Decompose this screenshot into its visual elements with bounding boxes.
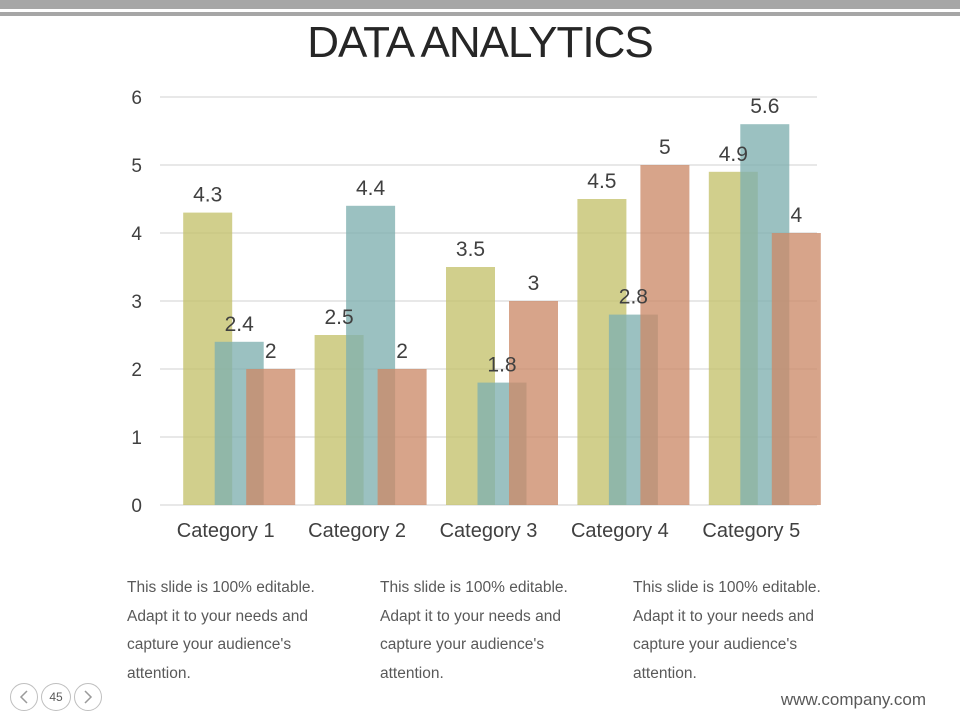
note-line: attention. bbox=[127, 664, 191, 682]
data-label: 2 bbox=[396, 340, 408, 363]
bar-series-3 bbox=[377, 369, 427, 505]
bar-series-3 bbox=[640, 165, 690, 505]
x-tick-label: Category 2 bbox=[308, 520, 406, 542]
note-line: Adapt it to your needs and bbox=[380, 607, 561, 625]
data-label: 4.4 bbox=[356, 177, 386, 200]
x-tick-label: Category 4 bbox=[571, 520, 669, 542]
data-label: 3 bbox=[528, 272, 540, 295]
note-1: This slide is 100% editable. Adapt it to… bbox=[127, 574, 357, 688]
note-line: This slide is 100% editable. bbox=[380, 579, 568, 596]
page-number: 45 bbox=[41, 683, 71, 711]
data-label: 2 bbox=[265, 340, 277, 363]
next-slide-button[interactable] bbox=[74, 683, 102, 711]
data-label: 5 bbox=[659, 136, 671, 159]
chevron-left-icon bbox=[19, 690, 28, 704]
chevron-right-icon bbox=[84, 690, 93, 704]
y-tick-label: 0 bbox=[131, 496, 142, 517]
data-label: 1.8 bbox=[487, 354, 516, 377]
y-tick-label: 1 bbox=[131, 428, 142, 449]
y-tick-label: 2 bbox=[131, 360, 142, 381]
note-line: Adapt it to your needs and bbox=[633, 607, 814, 625]
note-line: Adapt it to your needs and bbox=[127, 607, 308, 625]
data-label: 2.4 bbox=[225, 313, 255, 336]
data-label: 4.9 bbox=[719, 143, 748, 166]
footer-url: www.company.com bbox=[780, 690, 926, 709]
top-decor-bar bbox=[0, 0, 960, 9]
data-label: 4.3 bbox=[193, 184, 222, 207]
y-tick-label: 6 bbox=[131, 88, 142, 109]
note-line: capture your audience's bbox=[633, 636, 798, 653]
note-line: capture your audience's bbox=[127, 636, 292, 653]
note-line: capture your audience's bbox=[380, 636, 545, 653]
data-label: 2.8 bbox=[619, 286, 648, 309]
top-decor-line bbox=[0, 12, 960, 16]
x-tick-label: Category 5 bbox=[702, 520, 800, 542]
slide-title: DATA ANALYTICS bbox=[307, 18, 653, 67]
note-3: This slide is 100% editable. Adapt it to… bbox=[633, 574, 863, 688]
note-line: attention. bbox=[633, 664, 697, 682]
bar-series-3 bbox=[509, 301, 558, 505]
y-tick-label: 5 bbox=[131, 156, 142, 177]
note-2: This slide is 100% editable. Adapt it to… bbox=[380, 574, 610, 688]
data-label: 3.5 bbox=[456, 238, 485, 261]
note-line: This slide is 100% editable. bbox=[127, 579, 315, 596]
y-tick-label: 3 bbox=[131, 292, 142, 313]
x-tick-label: Category 3 bbox=[440, 520, 538, 542]
note-line: attention. bbox=[380, 664, 444, 682]
prev-slide-button[interactable] bbox=[10, 683, 38, 711]
x-tick-label: Category 1 bbox=[177, 520, 275, 542]
data-label: 4 bbox=[790, 204, 802, 227]
y-tick-label: 4 bbox=[131, 224, 142, 245]
bar-chart: 0 1 2 3 4 5 6 4.3 2.5 3.5 4.5 4.9 2.4 4.4 1.8 2.8 5.6 2 2 3… bbox=[131, 88, 821, 542]
data-label: 5.6 bbox=[750, 95, 779, 118]
bar-series-3 bbox=[246, 369, 296, 505]
data-label: 2.5 bbox=[324, 306, 353, 329]
data-label: 4.5 bbox=[587, 170, 616, 193]
bar-series-3 bbox=[771, 233, 821, 505]
note-line: This slide is 100% editable. bbox=[633, 579, 821, 596]
